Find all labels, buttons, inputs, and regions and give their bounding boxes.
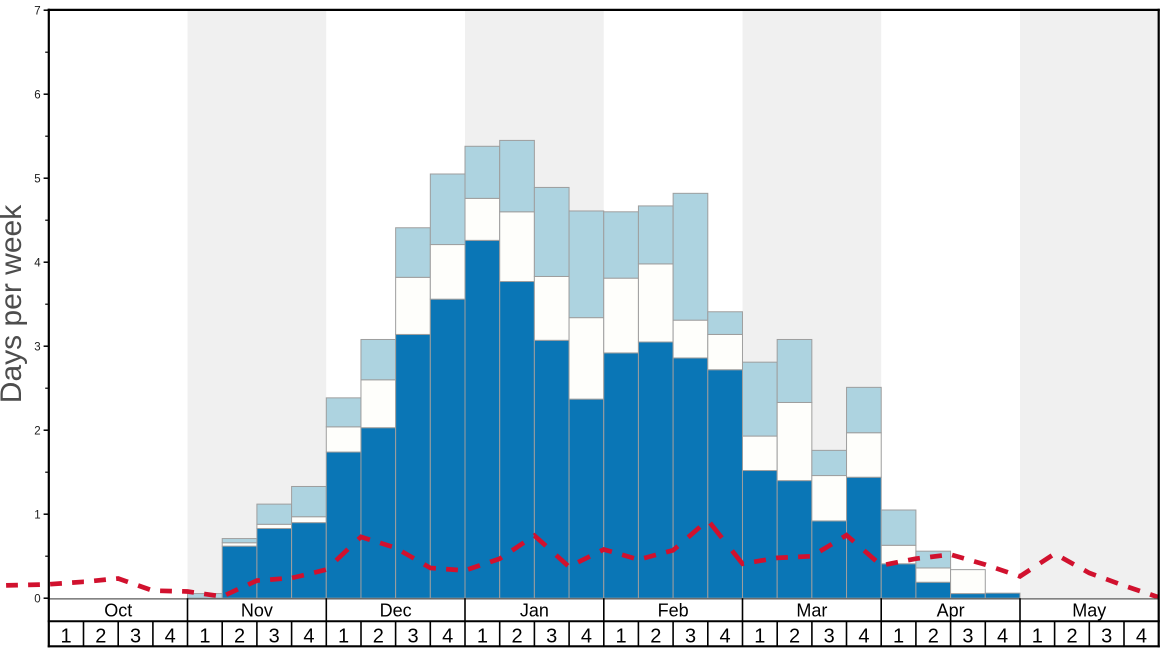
svg-text:Jan: Jan <box>520 601 549 621</box>
svg-text:4: 4 <box>1136 625 1147 647</box>
svg-text:1: 1 <box>893 625 904 647</box>
svg-text:2: 2 <box>373 625 384 647</box>
svg-text:2: 2 <box>789 625 800 647</box>
svg-text:1: 1 <box>34 510 40 522</box>
svg-text:2: 2 <box>650 625 661 647</box>
svg-text:2: 2 <box>928 625 939 647</box>
svg-text:3: 3 <box>824 625 835 647</box>
svg-text:May: May <box>1072 601 1106 621</box>
svg-text:Dec: Dec <box>380 601 412 621</box>
svg-text:4: 4 <box>858 625 869 647</box>
svg-text:Nov: Nov <box>241 601 273 621</box>
svg-text:1: 1 <box>338 625 349 647</box>
svg-text:4: 4 <box>581 625 592 647</box>
svg-text:3: 3 <box>269 625 280 647</box>
svg-text:Feb: Feb <box>658 601 689 621</box>
svg-text:1: 1 <box>1032 625 1043 647</box>
svg-text:2: 2 <box>95 625 106 647</box>
svg-text:4: 4 <box>442 625 453 647</box>
svg-text:1: 1 <box>61 625 72 647</box>
svg-text:6: 6 <box>34 90 40 102</box>
svg-text:4: 4 <box>34 258 41 270</box>
svg-text:Oct: Oct <box>104 601 132 621</box>
svg-text:3: 3 <box>34 342 40 354</box>
svg-text:4: 4 <box>997 625 1008 647</box>
svg-text:4: 4 <box>720 625 731 647</box>
svg-text:1: 1 <box>754 625 765 647</box>
svg-text:3: 3 <box>546 625 557 647</box>
svg-text:4: 4 <box>165 625 176 647</box>
svg-text:2: 2 <box>1066 625 1077 647</box>
svg-text:1: 1 <box>199 625 210 647</box>
svg-text:Days per week: Days per week <box>0 204 28 403</box>
svg-text:Mar: Mar <box>796 601 827 621</box>
svg-text:1: 1 <box>477 625 488 647</box>
svg-text:2: 2 <box>511 625 522 647</box>
svg-text:3: 3 <box>962 625 973 647</box>
svg-text:3: 3 <box>685 625 696 647</box>
svg-text:3: 3 <box>407 625 418 647</box>
svg-text:2: 2 <box>234 625 245 647</box>
svg-text:4: 4 <box>303 625 314 647</box>
svg-text:0: 0 <box>34 594 40 606</box>
svg-text:5: 5 <box>34 174 40 186</box>
svg-text:1: 1 <box>616 625 627 647</box>
svg-text:3: 3 <box>1101 625 1112 647</box>
svg-text:3: 3 <box>130 625 141 647</box>
svg-text:2: 2 <box>34 426 40 438</box>
svg-text:Apr: Apr <box>937 601 965 621</box>
svg-text:7: 7 <box>34 6 40 18</box>
